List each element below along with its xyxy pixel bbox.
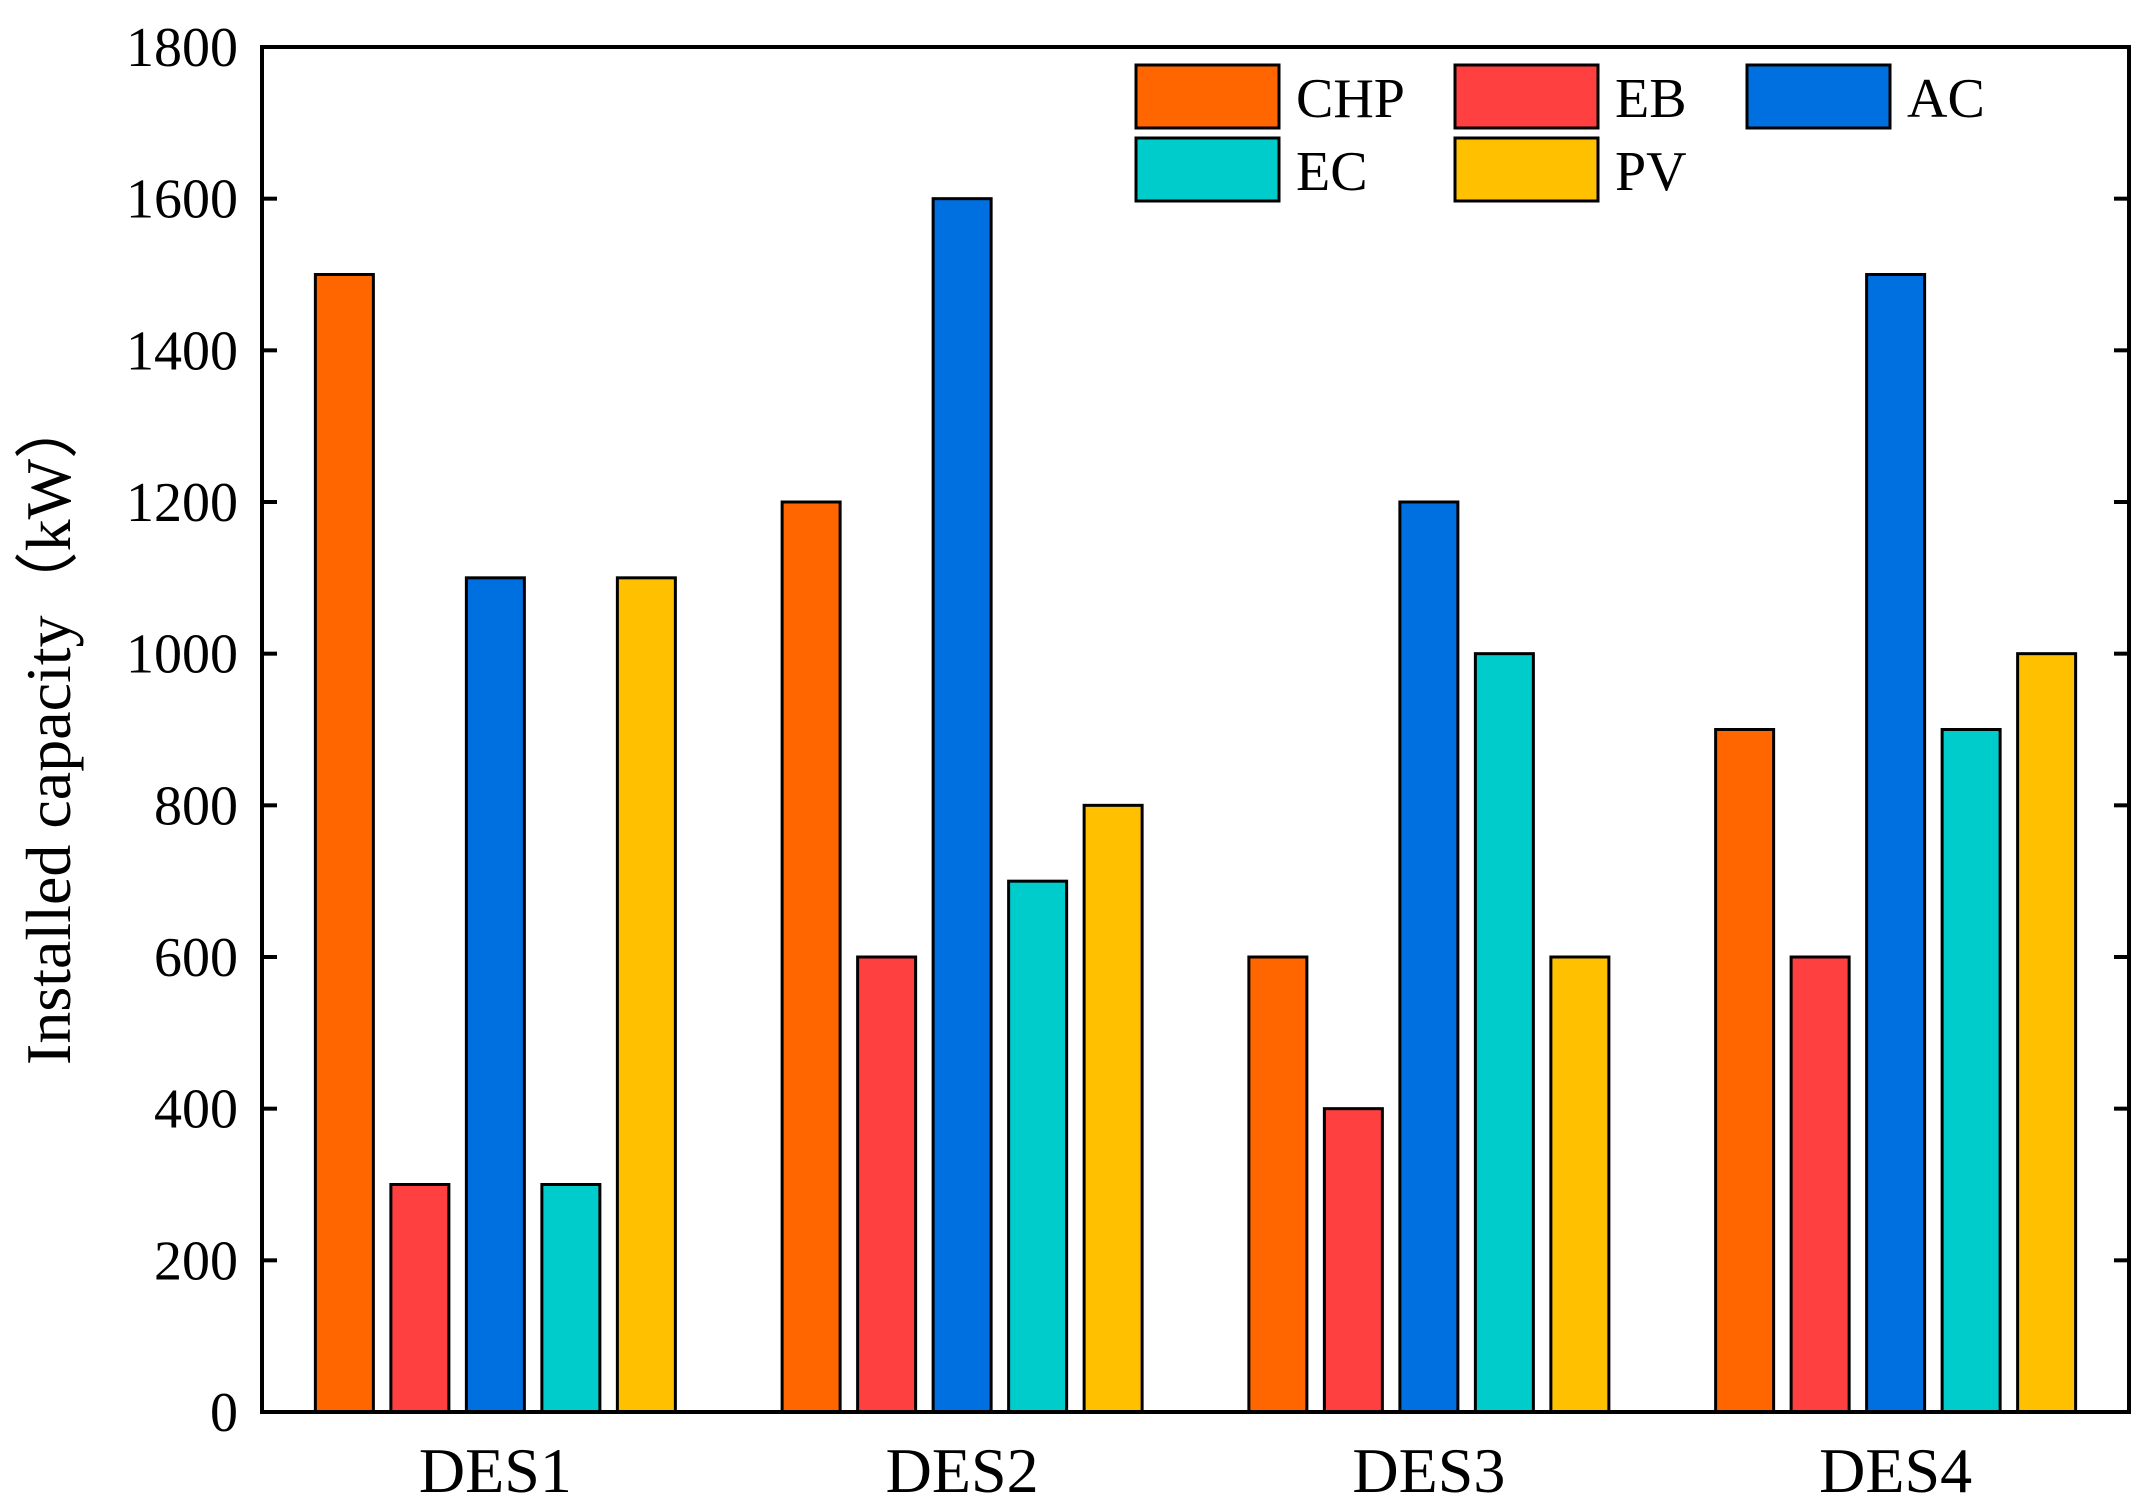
legend-label-ac: AC [1907, 68, 1985, 130]
bar-ec-des3 [1473, 652, 1535, 1414]
bar-eb-des4 [1789, 955, 1851, 1414]
legend-swatch-ec [1134, 136, 1281, 203]
bar-chp-des1 [313, 273, 375, 1414]
bar-ac-des3 [1398, 500, 1460, 1414]
y-tick-label: 0 [210, 1382, 238, 1444]
bar-pv-des3 [1549, 955, 1611, 1414]
x-tick-label-des3: DES3 [1352, 1435, 1505, 1506]
bar-chp-des3 [1247, 955, 1309, 1414]
y-tick-label: 1600 [126, 169, 238, 231]
y-tick-label: 1800 [126, 17, 238, 79]
bar-ac-des1 [464, 576, 526, 1414]
legend-label-eb: EB [1615, 68, 1687, 130]
bar-eb-des3 [1322, 1107, 1384, 1414]
bar-eb-des2 [856, 955, 918, 1414]
legend-swatch-chp [1134, 63, 1281, 130]
legend-swatch-ac [1745, 63, 1892, 130]
bar-eb-des1 [389, 1183, 451, 1414]
legend-label-ec: EC [1296, 141, 1368, 203]
bar-pv-des1 [615, 576, 677, 1414]
y-tick-label: 800 [154, 775, 238, 837]
bar-pv-des4 [2016, 652, 2078, 1414]
y-tick-label: 1200 [126, 472, 238, 534]
y-tick-label: 400 [154, 1079, 238, 1141]
x-tick-label-des1: DES1 [419, 1435, 572, 1506]
bar-ac-des4 [1865, 273, 1927, 1414]
legend-label-chp: CHP [1296, 68, 1405, 130]
y-axis-ticks: 0 200 400 600 800 1000 1200 1400 1600 1800 [126, 17, 2129, 1444]
bar-ec-des2 [1007, 879, 1069, 1414]
plot-frame [260, 45, 2131, 1414]
bars [313, 197, 2078, 1414]
bar-ac-des2 [931, 197, 993, 1414]
bar-chp-des4 [1714, 728, 1776, 1414]
bar-ec-des4 [1940, 728, 2002, 1414]
x-axis-labels: DES1 DES2 DES3 DES4 [419, 1435, 1972, 1506]
y-tick-label: 1400 [126, 320, 238, 382]
y-tick-label: 1000 [126, 624, 238, 686]
y-axis-title: Installed capacity（kW） [13, 395, 84, 1065]
y-tick-label: 600 [154, 927, 238, 989]
x-tick-label-des4: DES4 [1819, 1435, 1972, 1506]
legend: CHP EB AC EC PV [1134, 63, 1985, 203]
x-tick-label-des2: DES2 [886, 1435, 1039, 1506]
legend-swatch-eb [1453, 63, 1600, 130]
bar-chp-des2 [780, 500, 842, 1414]
legend-swatch-pv [1453, 136, 1600, 203]
bar-pv-des2 [1082, 803, 1144, 1414]
bar-ec-des1 [540, 1183, 602, 1414]
legend-label-pv: PV [1615, 141, 1687, 203]
y-tick-label: 200 [154, 1230, 238, 1292]
